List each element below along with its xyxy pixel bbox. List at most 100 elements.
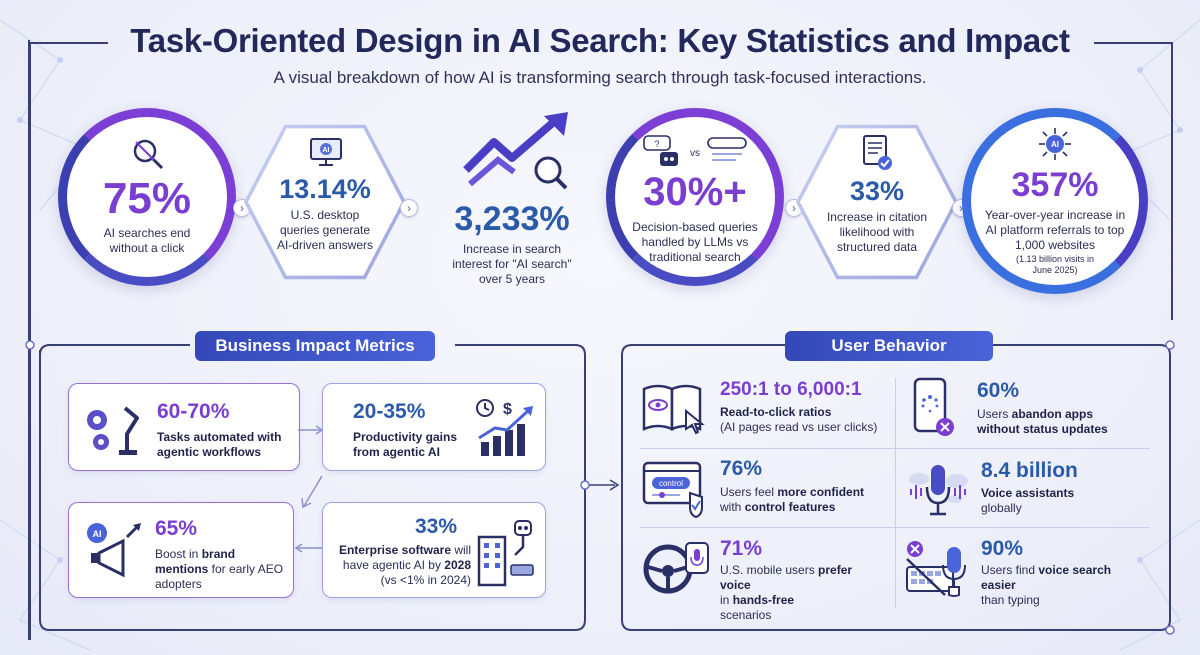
stat-value: 75% — [102, 174, 192, 223]
card-productivity-gains: 20-35% Productivity gains from agentic A… — [322, 383, 546, 471]
desc-part: Users — [977, 407, 1012, 421]
desc-part-bold: abandon apps without status updates — [977, 407, 1108, 436]
desc-part: (AI pages read vs user clicks) — [720, 420, 878, 434]
desc-part: in — [720, 593, 733, 607]
building-robot-icon — [477, 520, 534, 587]
desc-part-bold: 2028 — [444, 558, 471, 572]
stat-label: Increase in search interest for "AI sear… — [452, 242, 572, 286]
stat-ai-search-interest: 3,233% Increase in search interest for "… — [432, 112, 592, 292]
ub-value: 90% — [981, 537, 1024, 560]
card-enterprise-software: 33% Enterprise software will have agenti… — [322, 502, 546, 598]
flow-arrows — [294, 425, 324, 553]
stat-note: (1.13 billion visits in June 2025) — [1015, 254, 1095, 275]
stat-value: 30%+ — [643, 170, 747, 214]
ub-divider-vertical — [895, 378, 896, 608]
desc-part-bold: control features — [744, 500, 836, 514]
phone-loading-icon — [913, 377, 954, 436]
svg-text:AI: AI — [93, 529, 102, 539]
svg-text:?: ? — [654, 139, 659, 149]
card-description: Productivity gains from agentic AI — [353, 430, 463, 460]
desc-part: globally — [981, 501, 1022, 515]
card-brand-mentions: AI 65% Boost in brand mentions for early… — [68, 502, 294, 598]
page-subtitle: A visual breakdown of how AI is transfor… — [273, 68, 927, 87]
stat-value: 33% — [849, 176, 905, 206]
desc-part-bold: hands-free — [732, 593, 795, 607]
desc-part: (vs <1% in 2024) — [380, 573, 471, 587]
ub-value: 8.4 billion — [981, 459, 1078, 482]
card-description-text: Tasks automated with agentic workflows — [157, 430, 282, 459]
ub-control-confidence: control 76% Users feel more confident wi… — [640, 455, 890, 525]
document-check-icon — [863, 135, 892, 170]
desc-part: with — [720, 500, 745, 514]
desc-part-bold: Voice assistants — [981, 486, 1075, 500]
desc-part: U.S. mobile users — [720, 563, 819, 577]
stat-label: AI searches end without a click — [103, 226, 191, 255]
desc-part: Users find — [981, 563, 1039, 577]
desc-part: for early AEO adopters — [155, 562, 284, 591]
vs-label: vs — [690, 148, 700, 159]
card-value: 33% — [415, 515, 458, 538]
keyboard-voice-icon — [906, 541, 966, 597]
card-description: Boost in brand mentions for early AEO ad… — [155, 547, 287, 592]
desc-part-bold: brand mentions — [155, 547, 236, 576]
svg-text:$: $ — [503, 401, 512, 418]
ub-description: Users abandon apps without status update… — [977, 407, 1137, 437]
desc-part: Users feel — [720, 485, 778, 499]
steering-wheel-mic-icon — [643, 542, 709, 594]
ub-voice-assistants: 8.4 billion Voice assistants globally — [905, 455, 1155, 525]
card-tasks-automated: 60-70% Tasks automated with agentic work… — [68, 383, 300, 471]
card-value: 20-35% — [353, 400, 426, 423]
svg-text:AI: AI — [1051, 140, 1059, 149]
ub-description: Read-to-click ratios (AI pages read vs u… — [720, 405, 890, 435]
card-value: 60-70% — [157, 400, 230, 423]
desc-part: will have agentic AI by — [342, 543, 471, 572]
desc-part-bold: prefer voice — [720, 563, 853, 592]
stat-value: 13.14% — [279, 174, 371, 204]
ub-abandon-apps: 60% Users abandon apps without status up… — [905, 375, 1155, 445]
desc-part: scenarios — [720, 608, 772, 622]
ub-description: Users feel more confident with control f… — [720, 485, 890, 515]
trend-up-arrow-icon — [463, 112, 568, 190]
ub-value: 250:1 to 6,000:1 — [720, 379, 862, 400]
desc-part-bold: more confident — [777, 485, 865, 499]
microphone-globe-icon — [909, 465, 968, 516]
svg-text:AI: AI — [323, 147, 330, 154]
desc-part-bold: voice search easier — [981, 563, 1112, 592]
card-description: Enterprise software will have agentic AI… — [331, 543, 471, 588]
ub-read-to-click: 250:1 to 6,000:1 Read-to-click ratios (A… — [640, 375, 890, 445]
stat-value: 3,233% — [454, 200, 570, 238]
ai-monitor-icon: AI — [310, 138, 342, 166]
stat-value: 357% — [1011, 166, 1099, 204]
ai-megaphone-icon: AI — [87, 523, 141, 578]
stat-ai-referrals: AI 357% Year-over-year increase in AI pl… — [962, 108, 1148, 294]
ub-description: Voice assistants globally — [981, 486, 1141, 516]
ub-mobile-voice: 71% U.S. mobile users prefer voice in ha… — [640, 533, 890, 622]
stat-label: U.S. desktop queries generate AI-driven … — [276, 208, 374, 252]
book-eye-icon — [642, 384, 705, 435]
robot-arm-gears-icon — [87, 406, 139, 455]
page-title: Task-Oriented Design in AI Search: Key S… — [130, 22, 1070, 59]
stat-citation-likelihood: 33% Increase in citation likelihood with… — [800, 128, 954, 276]
desc-part: than typing — [981, 593, 1040, 607]
llm-vs-search-icon: ? vs — [643, 135, 747, 166]
productivity-chart-icon: $ — [476, 399, 533, 456]
stat-label: Year-over-year increase in AI platform r… — [984, 208, 1126, 252]
desc-part-bold: Enterprise software — [338, 543, 451, 557]
ub-divider-horizontal — [640, 527, 1150, 528]
ub-description: Users find voice search easier than typi… — [981, 563, 1131, 608]
stat-ring — [606, 108, 784, 286]
ai-globe-icon: AI — [1039, 128, 1071, 160]
ub-value: 71% — [720, 537, 763, 560]
ub-value: 76% — [720, 457, 763, 480]
ub-divider-horizontal — [640, 448, 1150, 449]
desc-part-bold: Read-to-click ratios — [720, 405, 832, 419]
ub-value: 60% — [977, 379, 1020, 402]
stat-label: Increase in citation likelihood with str… — [826, 210, 928, 254]
chevron-right-icon: › — [400, 199, 418, 217]
card-description: Tasks automated with agentic workflows — [157, 430, 293, 460]
stat-label: Decision-based queries handled by LLMs v… — [632, 220, 758, 264]
card-description-text: Productivity gains from agentic AI — [353, 430, 458, 459]
desc-part: Boost in — [155, 547, 202, 561]
stat-llm-decision-queries: ? vs 30%+ Decision-based queries handled… — [606, 108, 784, 286]
business-impact-header: Business Impact Metrics — [195, 331, 435, 361]
